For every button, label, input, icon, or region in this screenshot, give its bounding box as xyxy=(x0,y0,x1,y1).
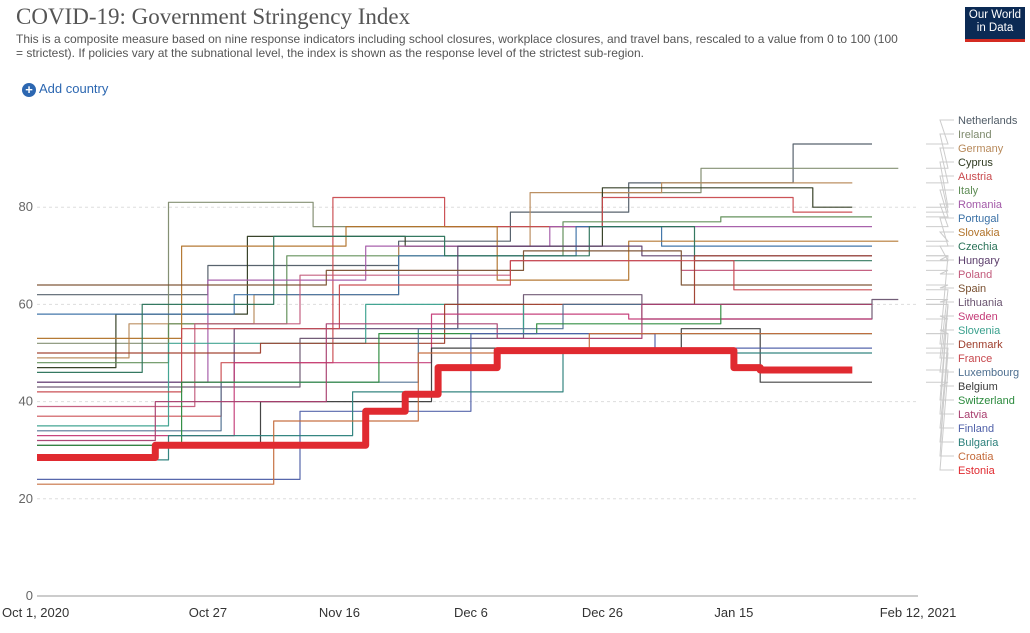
x-tick-label: Oct 27 xyxy=(189,605,227,620)
legend-label-germany: Germany xyxy=(958,143,1004,155)
series-line-slovakia xyxy=(37,226,899,339)
series-line-croatia xyxy=(37,333,872,485)
legend-label-austria: Austria xyxy=(958,171,993,183)
logo-line-2: in Data xyxy=(976,22,1014,34)
legend-connector-latvia xyxy=(926,303,954,415)
series-line-finland xyxy=(37,333,872,480)
legend-connector-slovenia xyxy=(926,329,954,335)
legend-label-france: France xyxy=(958,353,992,365)
legend-connector-czechia xyxy=(926,245,954,262)
legend-label-ireland: Ireland xyxy=(958,129,992,141)
legend-connector-croatia xyxy=(926,333,954,457)
series-line-latvia xyxy=(37,303,872,442)
series-line-netherlands xyxy=(37,143,872,296)
y-tick-label: 0 xyxy=(26,588,33,603)
legend-connector-sweden xyxy=(926,315,954,320)
legend-connector-italy xyxy=(926,189,954,218)
legend-label-cyprus: Cyprus xyxy=(958,157,993,169)
x-tick-label: Nov 16 xyxy=(319,605,360,620)
legend-connector-poland xyxy=(926,269,954,275)
logo-accent-bar xyxy=(965,39,1025,42)
legend-label-finland: Finland xyxy=(958,423,994,435)
owid-logo[interactable]: Our World in Data xyxy=(965,7,1025,42)
legend-label-poland: Poland xyxy=(958,269,992,281)
chart-title: COVID-19: Government Stringency Index xyxy=(16,4,411,29)
legend-connector-lithuania xyxy=(926,299,954,303)
legend-connector-netherlands xyxy=(926,119,954,145)
legend-label-switzerland: Switzerland xyxy=(958,395,1015,407)
plus-circle-icon: + xyxy=(22,83,36,97)
legend-connector-spain xyxy=(926,284,954,289)
series-line-estonia xyxy=(37,347,853,461)
legend-label-romania: Romania xyxy=(958,199,1003,211)
y-tick-label: 20 xyxy=(19,491,33,506)
y-tick-label: 60 xyxy=(19,296,33,311)
legend-label-bulgaria: Bulgaria xyxy=(958,437,999,449)
legend-connector-cyprus xyxy=(926,161,954,208)
legend-label-netherlands: Netherlands xyxy=(958,115,1018,127)
legend-label-italy: Italy xyxy=(958,185,979,197)
series-line-czechia xyxy=(37,226,872,373)
legend-label-portugal: Portugal xyxy=(958,213,999,225)
series-line-france xyxy=(37,260,872,393)
x-tick-label: Dec 6 xyxy=(454,605,488,620)
series-line-sweden xyxy=(37,313,872,437)
series-line-austria xyxy=(37,196,853,417)
legend-connector-belgium xyxy=(926,381,954,387)
legend-label-denmark: Denmark xyxy=(958,339,1003,351)
add-country-button[interactable]: + Add country xyxy=(22,81,108,97)
legend-label-czechia: Czechia xyxy=(958,241,999,253)
legend-connector-germany xyxy=(926,147,954,184)
x-tick-label: Jan 15 xyxy=(714,605,753,620)
logo-line-1: Our World xyxy=(968,9,1022,21)
legend-connector-estonia xyxy=(926,369,954,471)
series-line-cyprus xyxy=(37,187,853,369)
y-tick-label: 80 xyxy=(19,199,33,214)
legend-label-croatia: Croatia xyxy=(958,451,994,463)
legend-label-spain: Spain xyxy=(958,283,986,295)
legend-connector-finland xyxy=(926,347,954,429)
series-line-bulgaria xyxy=(37,352,872,461)
legend-connector-ireland xyxy=(926,133,954,169)
legend-connector-luxembourg xyxy=(926,303,954,373)
x-tick-label: Oct 1, 2020 xyxy=(2,605,69,620)
legend-label-lithuania: Lithuania xyxy=(958,297,1004,309)
legend-connector-austria xyxy=(926,175,954,213)
legend-connector-hungary xyxy=(926,255,954,261)
add-country-label: Add country xyxy=(39,81,109,96)
legend-label-sweden: Sweden xyxy=(958,311,998,323)
chart-subtitle: This is a composite measure based on nin… xyxy=(16,32,898,60)
legend-label-estonia: Estonia xyxy=(958,465,996,477)
legend-label-slovakia: Slovakia xyxy=(958,227,1000,239)
legend-connector-romania xyxy=(926,203,954,228)
series-line-romania xyxy=(37,226,872,383)
legend-label-luxembourg: Luxembourg xyxy=(958,367,1019,379)
legend-connector-slovakia xyxy=(926,231,954,242)
series-line-switzerland xyxy=(37,303,872,446)
y-tick-label: 40 xyxy=(19,394,33,409)
legend-label-latvia: Latvia xyxy=(958,409,988,421)
legend-label-hungary: Hungary xyxy=(958,255,1000,267)
x-tick-label: Feb 12, 2021 xyxy=(880,605,957,620)
legend-label-slovenia: Slovenia xyxy=(958,325,1001,337)
x-tick-label: Dec 26 xyxy=(582,605,623,620)
legend-label-belgium: Belgium xyxy=(958,381,998,393)
